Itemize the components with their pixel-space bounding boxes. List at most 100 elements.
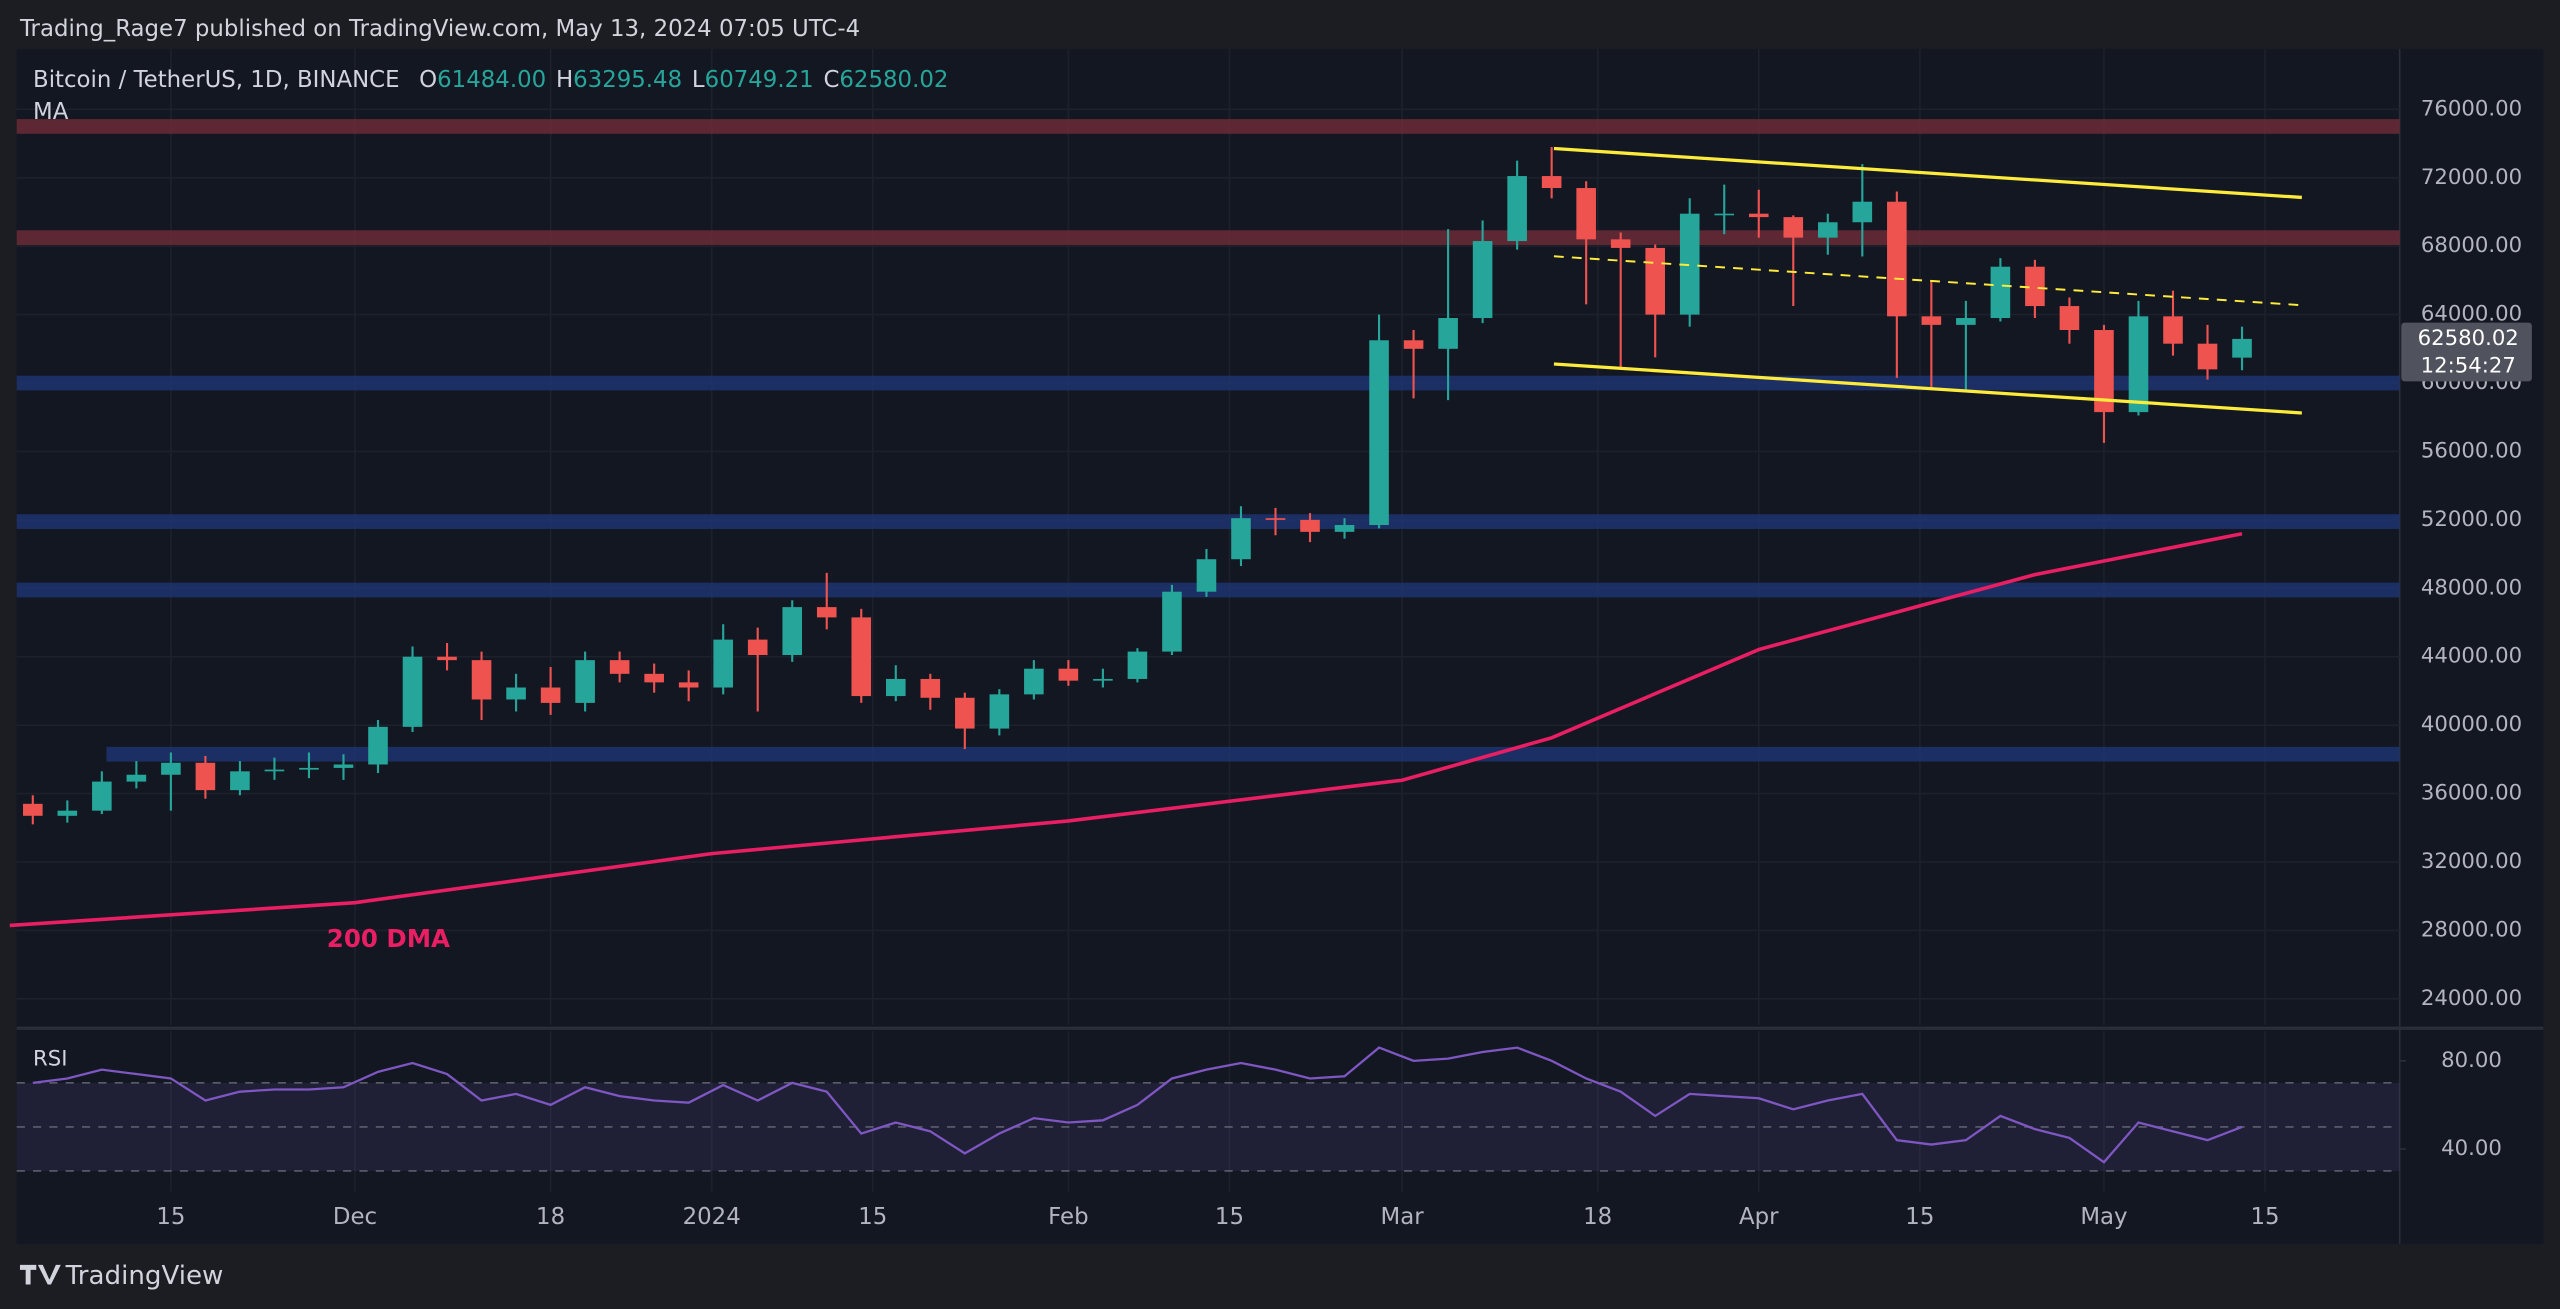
candle-body [713, 639, 733, 688]
rsi-line [32, 1046, 2243, 1164]
y-tick-label: 36000.00 [2421, 781, 2522, 806]
legend-key: O [419, 66, 437, 92]
candle-body [2163, 316, 2183, 344]
candle-body [920, 678, 941, 698]
y-tick-label: 48000.00 [2421, 575, 2522, 600]
level-zone [16, 119, 2400, 134]
legend-value: 62580.02 [839, 66, 948, 92]
y-tick-label: 52000.00 [2421, 507, 2522, 532]
candle-body [1990, 266, 2011, 319]
legend-value: 63295.48 [573, 66, 682, 92]
candle-body [1438, 318, 1458, 349]
candle-body [2197, 343, 2218, 370]
y-tick-label: 40.00 [2441, 1136, 2502, 1161]
candle-body [540, 687, 561, 703]
last-price-label: 62580.02 [2418, 326, 2519, 351]
candle-body [333, 764, 354, 768]
legend-key: H [556, 66, 573, 92]
candle-body [23, 803, 43, 816]
symbol-title: Bitcoin / TetherUS, 1D, BINANCE [33, 66, 400, 92]
candle-body [1679, 213, 1700, 315]
trendline [1553, 362, 2302, 415]
candle-body [678, 682, 699, 688]
candle-body [851, 617, 872, 697]
x-tick-label: Feb [1048, 1204, 1088, 1230]
candle-body [1403, 340, 1424, 349]
candle-body [1162, 591, 1182, 652]
moving-average [9, 531, 2243, 928]
y-tick-label: 28000.00 [2421, 917, 2522, 942]
candle-body [1783, 217, 1804, 238]
candle-body [609, 660, 630, 674]
chart-area [16, 48, 2544, 1244]
candle-body [1093, 678, 1113, 681]
candle-body [1024, 668, 1044, 695]
y-tick-label: 80.00 [2441, 1048, 2502, 1073]
candle-body [1887, 201, 1907, 317]
y-tick-label: 44000.00 [2421, 644, 2522, 669]
candle-body [747, 639, 768, 656]
candle-body [1300, 519, 1320, 532]
candle-body [1472, 241, 1493, 319]
indicator-label: MA [33, 99, 69, 125]
candle-body [1334, 525, 1355, 532]
candle-body [1748, 213, 1769, 218]
candle-body [1852, 201, 1873, 223]
labels: Bitcoin / TetherUS, 1D, BINANCE O61484.00… [33, 66, 2532, 1230]
candle-body [368, 726, 388, 765]
candle-body [402, 656, 423, 727]
candle-body [2025, 266, 2045, 307]
x-tick-label: 15 [858, 1204, 887, 1230]
candle-body [1610, 239, 1631, 248]
candle-body [644, 673, 664, 683]
candle-body [230, 771, 250, 791]
trendline [1553, 146, 2302, 200]
legend-value: 61484.00 [437, 66, 546, 92]
legend-value: 60749.21 [705, 66, 814, 92]
level-zone [16, 514, 2400, 529]
x-tick-label: 18 [536, 1204, 565, 1230]
y-tick-label: 56000.00 [2421, 438, 2522, 463]
y-tick-label: 24000.00 [2421, 986, 2522, 1011]
candle-body [1265, 518, 1286, 520]
candle-body [92, 781, 112, 811]
candle-body [1645, 247, 1665, 315]
y-tick-label: 68000.00 [2421, 233, 2522, 258]
x-tick-label: 15 [1215, 1204, 1244, 1230]
candle-body [885, 678, 906, 697]
x-tick-label: 15 [2251, 1204, 2280, 1230]
candle-body [1507, 176, 1527, 242]
brand: TradingView [65, 1261, 224, 1291]
candle-body [1921, 316, 1942, 325]
candle-body [2128, 316, 2149, 413]
rsi-title: RSI [33, 1046, 67, 1071]
marks [9, 146, 2400, 1172]
candle-body [1576, 188, 1596, 240]
candle-body [575, 660, 595, 703]
y-tick-label: 76000.00 [2421, 96, 2522, 121]
candle-body [1541, 176, 1562, 189]
candle-body [989, 694, 1010, 729]
candle-body [1127, 651, 1148, 679]
candle-body [1369, 340, 1389, 526]
last-price-box [2401, 322, 2532, 382]
candle-body [471, 660, 492, 700]
candle-body [437, 656, 457, 661]
x-tick-label: May [2080, 1204, 2127, 1230]
x-tick-label: 18 [1583, 1204, 1612, 1230]
candle-body [1714, 213, 1735, 216]
level-zone [106, 746, 2400, 762]
y-tick-label: 64000.00 [2421, 302, 2522, 327]
x-tick-label: 2024 [683, 1204, 741, 1230]
candle-body [161, 762, 181, 775]
candle-body [195, 762, 216, 791]
candle-body [2059, 306, 2080, 331]
candle-body [57, 810, 78, 816]
candle-body [506, 687, 526, 700]
x-tick-label: Apr [1739, 1204, 1779, 1230]
footer-logo: TradingView [19, 1261, 224, 1291]
x-tick-label: 15 [1905, 1204, 1934, 1230]
x-tick-label: Dec [333, 1204, 377, 1230]
candle-body [2232, 338, 2252, 358]
candle-body [782, 607, 803, 656]
